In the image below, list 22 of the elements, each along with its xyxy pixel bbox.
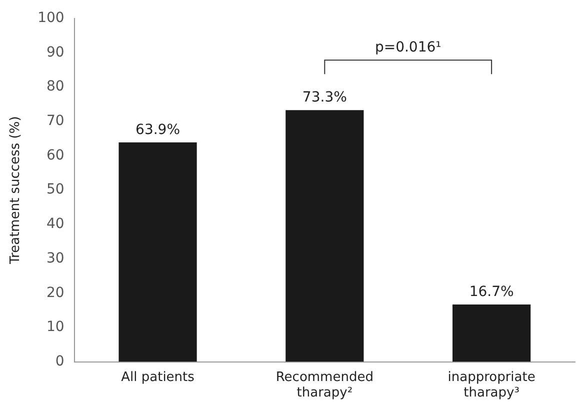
y-tick-label: 40: [46, 216, 64, 232]
y-tick-label: 80: [46, 78, 64, 95]
x-tick-label: inappropriate tharapy³: [448, 370, 536, 401]
data-label: 73.3%: [302, 90, 347, 106]
annotation: p=0.016¹: [374, 40, 442, 56]
y-tick-label: 0: [55, 353, 64, 370]
y-tick-label: 90: [46, 44, 64, 60]
y-tick-label: 10: [46, 319, 64, 336]
bar: [118, 142, 197, 362]
data-label: 16.7%: [469, 284, 514, 300]
y-tick-label: 60: [46, 147, 64, 164]
bar: [452, 304, 531, 362]
data-label: 63.9%: [136, 122, 180, 138]
y-tick-label: 50: [46, 182, 64, 198]
y-tick-label: 70: [46, 113, 64, 130]
y-axis-title: Treatment success (%): [8, 116, 24, 265]
x-tick-label: All patients: [121, 370, 195, 385]
y-tick-label: 100: [38, 10, 64, 26]
y-tick-label: 30: [46, 250, 64, 266]
y-tick-label: 20: [46, 284, 64, 301]
bar: [286, 110, 364, 362]
x-tick-label: Recommended tharapy²: [276, 370, 374, 401]
